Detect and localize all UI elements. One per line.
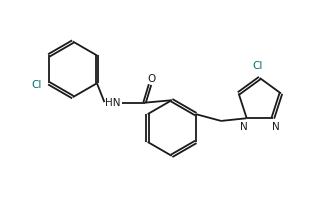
Text: O: O [148,74,156,84]
Text: Cl: Cl [31,80,42,90]
Text: N: N [272,122,280,132]
Text: Cl: Cl [252,61,262,71]
Text: N: N [240,122,248,132]
Text: HN: HN [105,98,121,108]
